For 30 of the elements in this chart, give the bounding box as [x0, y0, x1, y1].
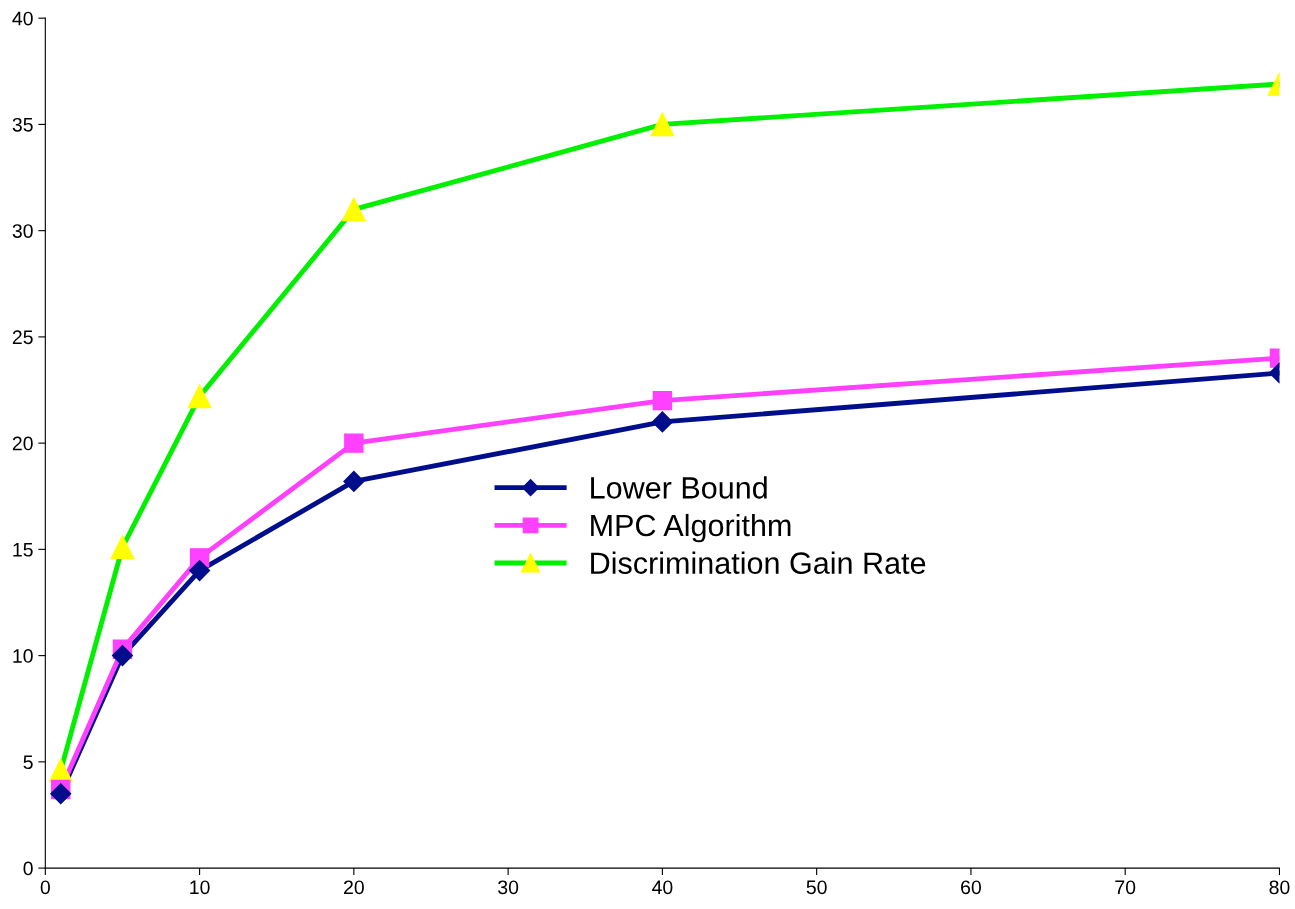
y-tick-label: 15	[13, 543, 33, 557]
y-tick-label: 5	[23, 755, 33, 770]
y-tick-label: 35	[12, 117, 33, 132]
y-tick-label: 30	[12, 224, 33, 238]
point	[110, 535, 135, 560]
y-tick-label: 25	[12, 330, 33, 345]
point	[342, 197, 366, 222]
point	[343, 470, 365, 492]
point	[651, 411, 673, 433]
x-tick-label: 70	[1115, 880, 1136, 895]
point	[187, 384, 212, 409]
point	[50, 783, 72, 805]
legend-label: Lower Bound	[591, 476, 767, 499]
x-tick-label: 30	[498, 880, 519, 895]
x-tick-label: 60	[961, 880, 981, 895]
y-tick-label: 10	[13, 649, 33, 663]
legend-label: Discrimination Gain Rate	[591, 551, 926, 574]
point	[111, 645, 133, 667]
x-tick-label: 20	[344, 880, 364, 895]
x-tick-label: 40	[652, 880, 673, 895]
y-tick-label: 20	[12, 436, 33, 451]
x-tick-label: 10	[190, 880, 210, 895]
legend-label: MPC Algorithm	[591, 513, 791, 543]
y-tick-label: 40	[12, 11, 33, 26]
x-tick-label: 80	[1269, 880, 1290, 895]
point	[189, 560, 211, 582]
point	[344, 433, 364, 453]
x-tick-label: 50	[806, 880, 827, 895]
x-tick-label: 0	[40, 880, 50, 895]
y-tick-label: 0	[23, 861, 33, 876]
